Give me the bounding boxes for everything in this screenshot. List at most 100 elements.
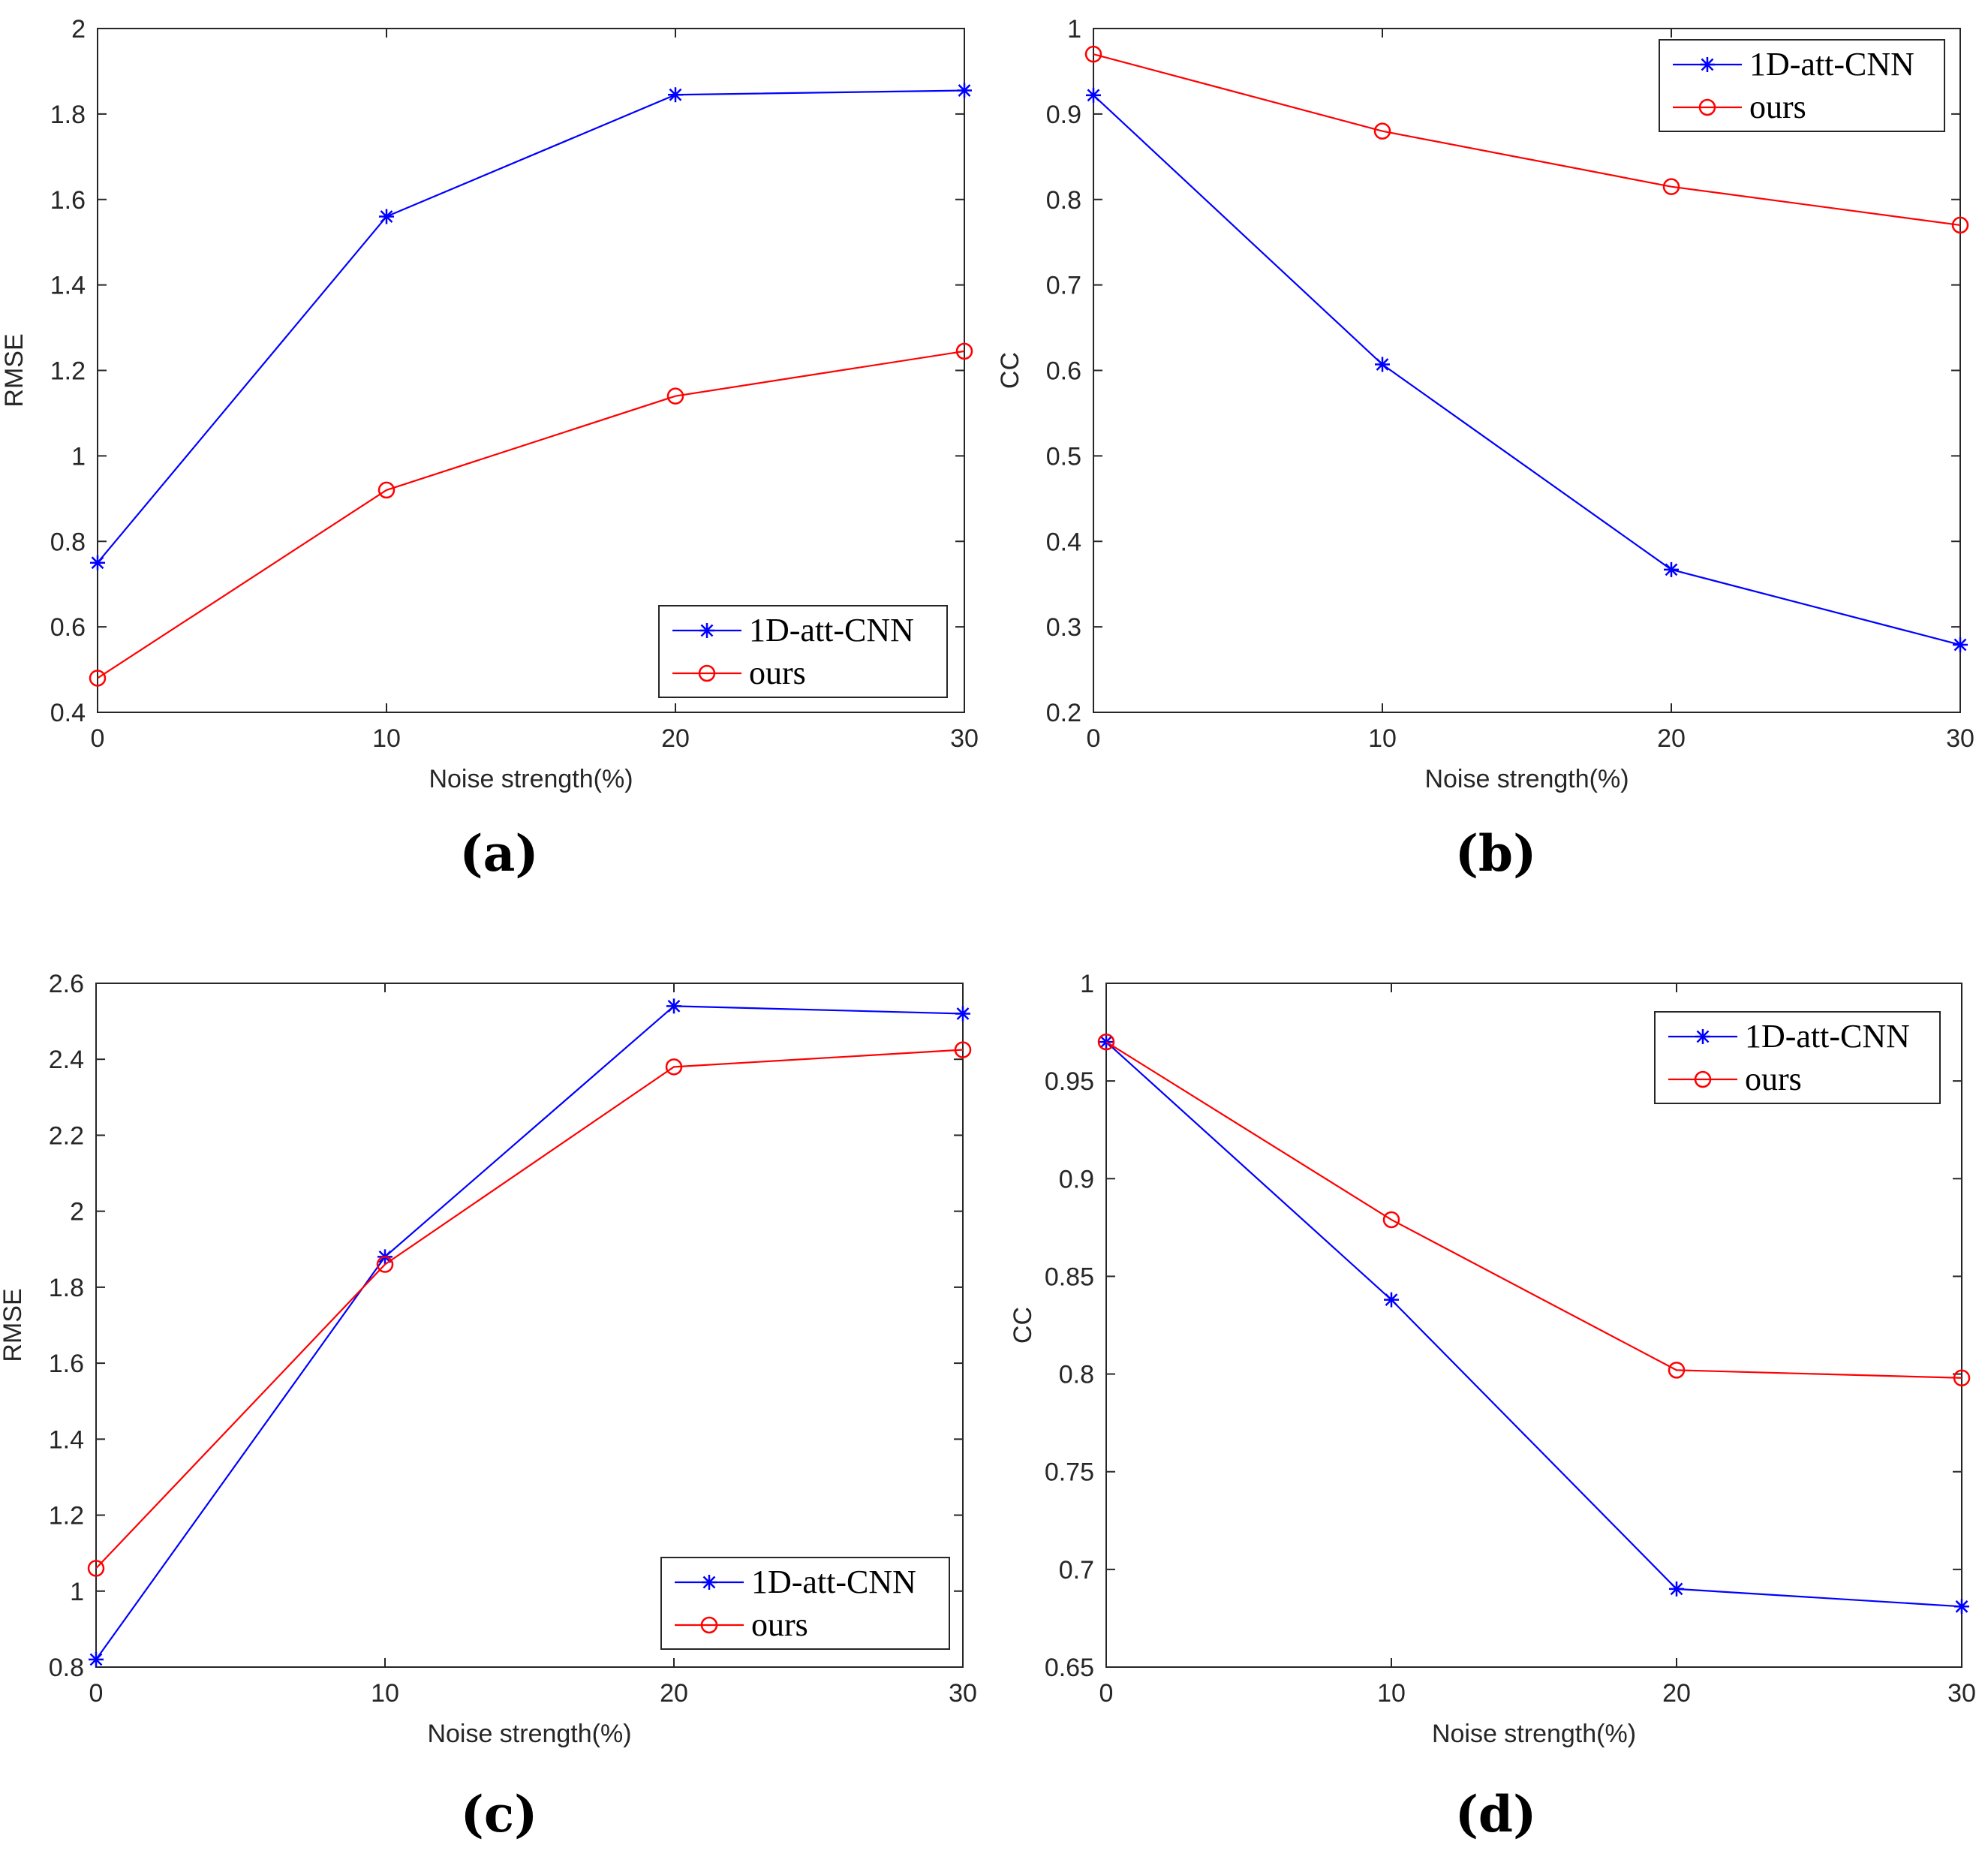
y-tick-label: 1.8 — [49, 1274, 84, 1302]
panel-label: (a) — [459, 824, 538, 883]
y-tick-label: 1.6 — [50, 186, 86, 215]
x-tick-label: 10 — [372, 724, 401, 753]
y-tick-label: 1.2 — [49, 1502, 84, 1530]
x-tick-label: 20 — [1657, 724, 1686, 753]
chart-panel-2: 0 10 20 30 0.2 0.3 0.4 0.5 0.6 0.7 0.8 0.9 1 Noise st… — [996, 15, 1974, 883]
x-tick-label: 30 — [949, 1679, 977, 1708]
data-point — [1953, 1369, 1971, 1387]
data-point — [666, 387, 684, 405]
data-point — [90, 555, 105, 570]
panel-label: (c) — [461, 1785, 538, 1843]
y-tick-label: 1 — [1067, 15, 1081, 44]
x-axis-label: Noise strength(%) — [429, 765, 633, 793]
y-tick-label: 0.7 — [1046, 272, 1081, 300]
y-tick-label: 0.3 — [1046, 613, 1081, 642]
y-tick-label: 0.8 — [49, 1654, 84, 1682]
series-line-2 — [1105, 1041, 1962, 1379]
y-axis-label: CC — [1009, 1307, 1037, 1344]
legend-box — [1654, 1011, 1941, 1104]
y-tick-label: 0.7 — [1059, 1556, 1094, 1585]
panel-label: (d) — [1455, 1785, 1537, 1843]
data-point — [1086, 87, 1101, 103]
data-point — [1669, 1581, 1684, 1597]
y-tick-label: 0.5 — [1046, 442, 1081, 471]
x-tick-label: 0 — [89, 1679, 104, 1708]
y-tick-label: 2.4 — [49, 1046, 84, 1074]
plot-area — [97, 28, 965, 713]
x-tick-label: 20 — [660, 1679, 688, 1708]
legend-label: ours — [1749, 89, 1806, 125]
y-axis-label: CC — [996, 352, 1024, 389]
legend-marker — [1694, 1070, 1712, 1088]
data-point — [377, 481, 395, 499]
y-axis-label: RMSE — [0, 1288, 27, 1362]
x-axis-label: Noise strength(%) — [1432, 1720, 1636, 1748]
y-tick-label: 2.2 — [49, 1121, 84, 1150]
chart-panel-1: 0 10 20 30 0.4 0.6 0.8 1 1.2 1.4 1.6 1.8 2 Noise stre… — [0, 15, 979, 883]
legend-label: 1D-att-CNN — [749, 612, 914, 649]
legend-label: 1D-att-CNN — [751, 1564, 916, 1600]
y-tick-label: 0.8 — [50, 528, 86, 556]
data-point — [89, 1651, 104, 1667]
y-tick-label: 0.8 — [1046, 186, 1081, 215]
y-tick-label: 1 — [71, 442, 86, 471]
plot-area — [95, 983, 964, 1668]
legend-marker — [1700, 57, 1715, 72]
legend-marker — [699, 623, 714, 638]
data-point — [954, 1041, 972, 1058]
legend: 1D-att-CNN ours — [658, 605, 948, 698]
y-tick-label: 0.95 — [1045, 1067, 1094, 1096]
data-point — [955, 342, 973, 360]
legend-marker — [700, 1616, 718, 1634]
data-point — [1954, 1599, 1969, 1615]
data-point — [668, 87, 683, 103]
data-point — [1097, 1033, 1115, 1051]
data-point — [1662, 178, 1680, 195]
y-tick-label: 0.8 — [1059, 1361, 1094, 1389]
legend-marker — [1698, 98, 1716, 116]
y-axis-label: RMSE — [0, 333, 29, 407]
x-tick-label: 20 — [1662, 1679, 1691, 1708]
series-line-2 — [97, 350, 965, 679]
legend-label: 1D-att-CNN — [1749, 46, 1914, 83]
series-line-2 — [95, 1049, 964, 1570]
legend-label: ours — [1745, 1061, 1802, 1097]
legend: 1D-att-CNN ours — [1659, 39, 1945, 132]
x-tick-label: 30 — [1946, 724, 1974, 753]
x-tick-label: 0 — [91, 724, 105, 753]
legend-box — [658, 605, 948, 698]
legend-label: ours — [751, 1606, 808, 1643]
y-tick-label: 0.75 — [1045, 1458, 1094, 1487]
legend-box — [660, 1557, 950, 1650]
y-tick-label: 1.4 — [50, 272, 86, 300]
plot-area — [1093, 28, 1961, 713]
data-point — [379, 209, 394, 224]
plot-area — [1105, 983, 1962, 1668]
x-tick-label: 30 — [1947, 1679, 1976, 1708]
y-tick-label: 0.2 — [1046, 699, 1081, 727]
y-tick-label: 2 — [70, 1198, 84, 1226]
x-tick-label: 30 — [950, 724, 979, 753]
x-axis-label: Noise strength(%) — [427, 1720, 631, 1748]
chart-panel-3: 0 10 20 30 0.8 1 1.2 1.4 1.6 1.8 2 2.2 2.4 2.6 Noise s… — [0, 970, 977, 1843]
data-point — [665, 1058, 683, 1076]
data-point — [376, 1256, 394, 1273]
data-point — [955, 1006, 970, 1022]
legend-label: 1D-att-CNN — [1745, 1018, 1910, 1055]
data-point — [1953, 637, 1968, 653]
y-tick-label: 0.9 — [1059, 1165, 1094, 1193]
y-tick-label: 1 — [70, 1578, 84, 1606]
y-tick-label: 0.4 — [50, 699, 86, 727]
legend-box — [1659, 39, 1945, 132]
y-tick-label: 1 — [1080, 970, 1094, 998]
y-tick-label: 2 — [71, 15, 86, 44]
legend-marker — [698, 664, 716, 682]
series-line-1 — [1093, 95, 1961, 646]
x-tick-label: 0 — [1099, 1679, 1114, 1708]
x-axis-label: Noise strength(%) — [1424, 765, 1629, 793]
x-tick-label: 20 — [661, 724, 690, 753]
legend-marker — [1695, 1029, 1710, 1044]
x-tick-label: 10 — [1368, 724, 1397, 753]
chart-panel-4: 0 10 20 30 0.65 0.7 0.75 0.8 0.85 0.9 0.95 1 Noise s… — [1009, 970, 1976, 1843]
